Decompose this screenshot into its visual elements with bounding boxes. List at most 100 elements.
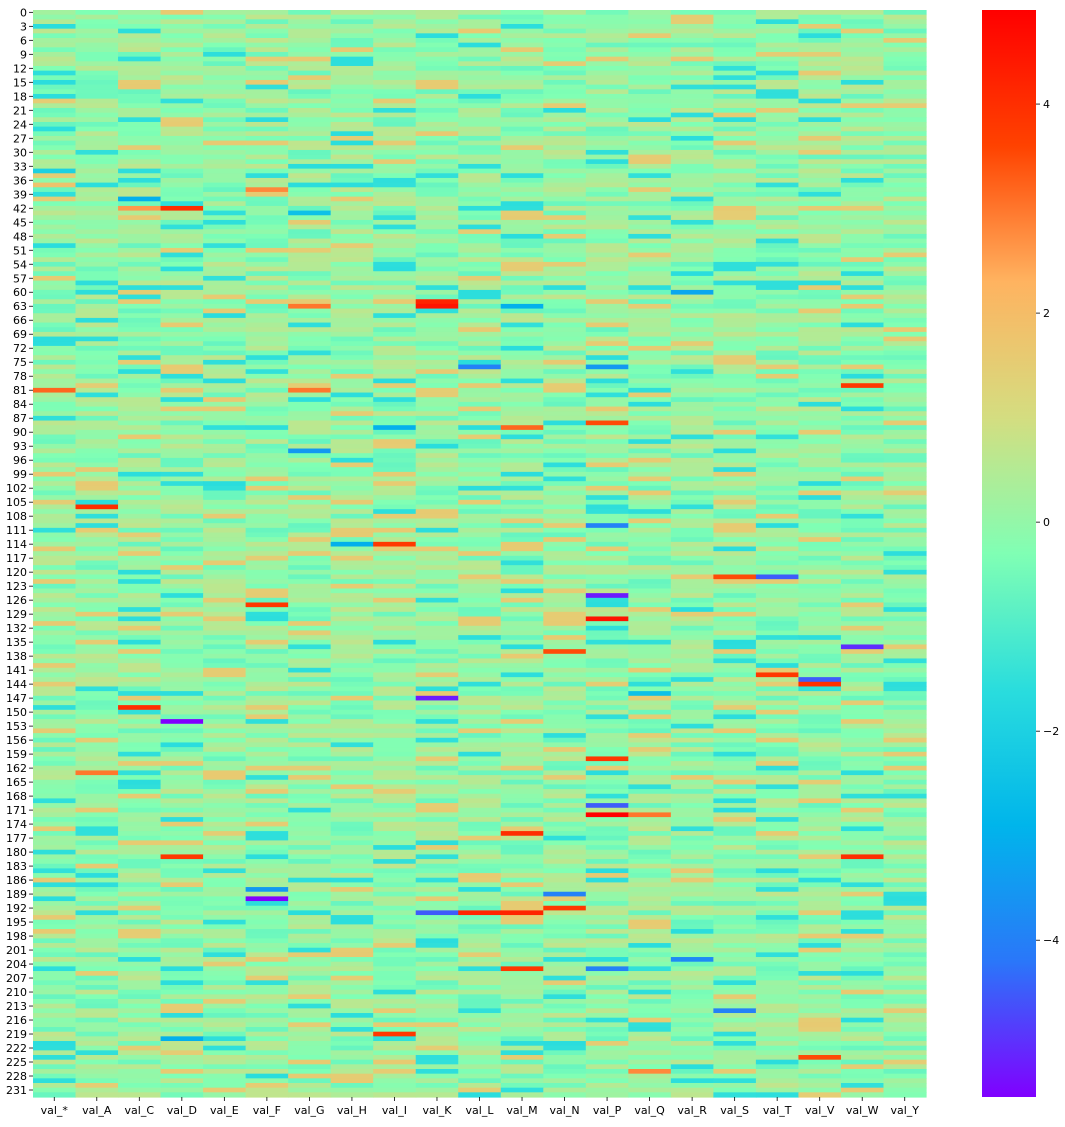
heatmap-cell [161,89,204,94]
heatmap-cell [76,1078,119,1083]
heatmap-cell [373,593,416,598]
heatmap-cell [586,868,629,873]
heatmap-cell [331,859,374,864]
heatmap-cell [713,784,756,789]
heatmap-cell [373,826,416,831]
heatmap-cell [458,836,501,841]
heatmap-cell [373,971,416,976]
heatmap-cell [458,444,501,449]
heatmap-cell [628,542,671,547]
heatmap-cell [246,103,289,108]
heatmap-cell [118,103,161,108]
heatmap-cell [288,808,331,813]
heatmap-cell [288,794,331,799]
heatmap-cell [628,127,671,132]
heatmap-cell [501,159,544,164]
heatmap-cell [756,920,799,925]
heatmap-cell [841,990,884,995]
heatmap-cell [543,211,586,216]
heatmap-cell [458,393,501,398]
heatmap-cell [756,150,799,155]
heatmap-cell [246,1041,289,1046]
heatmap-cell [458,873,501,878]
heatmap-cell [76,845,119,850]
heatmap-cell [841,686,884,691]
heatmap-cell [161,136,204,141]
heatmap-cell [756,584,799,589]
heatmap-cell [33,1046,76,1051]
heatmap-cell [203,976,246,981]
heatmap-cell [798,85,841,90]
heatmap-cell [161,719,204,724]
heatmap-cell [501,705,544,710]
heatmap-cell [373,141,416,146]
heatmap-cell [756,593,799,598]
heatmap-cell [798,948,841,953]
heatmap-cell [373,579,416,584]
heatmap-cell [586,505,629,510]
heatmap-cell [458,934,501,939]
heatmap-cell [501,103,544,108]
heatmap-cell [841,383,884,388]
heatmap-cell [416,1064,459,1069]
heatmap-cell [841,859,884,864]
heatmap-cell [628,551,671,556]
heatmap-cell [586,523,629,528]
heatmap-cell [671,402,714,407]
heatmap-cell [203,486,246,491]
heatmap-cell [416,686,459,691]
heatmap-cell [203,402,246,407]
heatmap-cell [203,668,246,673]
heatmap-cell [798,1027,841,1032]
heatmap-cell [671,94,714,99]
heatmap-cell [671,1064,714,1069]
heatmap-cell [458,262,501,267]
heatmap-cell [76,444,119,449]
heatmap-cell [246,756,289,761]
heatmap-cell [33,66,76,71]
heatmap-cell [586,542,629,547]
heatmap-cell [501,169,544,174]
heatmap-cell [458,421,501,426]
heatmap-cell [798,561,841,566]
heatmap-cell [501,1088,544,1093]
heatmap-cell [203,556,246,561]
heatmap-cell [246,365,289,370]
heatmap-cell [33,780,76,785]
heatmap-cell [628,318,671,323]
heatmap-cell [246,938,289,943]
heatmap-cell [76,602,119,607]
heatmap-cell [586,770,629,775]
heatmap-cell [161,1055,204,1060]
heatmap-cell [246,85,289,90]
heatmap-cell [501,710,544,715]
heatmap-cell [671,1088,714,1093]
heatmap-cell [416,971,459,976]
heatmap-cell [883,934,926,939]
heatmap-cell [246,178,289,183]
heatmap-cell [458,500,501,505]
heatmap-cell [76,197,119,202]
y-tick-label: 90 [13,426,27,439]
heatmap-cell [841,360,884,365]
heatmap-cell [246,141,289,146]
heatmap-cell [76,682,119,687]
heatmap-cell [331,505,374,510]
y-tick-label: 102 [6,482,27,495]
heatmap-cell [458,248,501,253]
heatmap-cell [586,52,629,57]
heatmap-cell [628,29,671,34]
heatmap-cell [246,416,289,421]
heatmap-cell [288,323,331,328]
heatmap-cell [756,346,799,351]
heatmap-cell [713,1069,756,1074]
heatmap-cell [841,696,884,701]
heatmap-cell [161,183,204,188]
heatmap-cell [501,369,544,374]
heatmap-cell [458,407,501,412]
heatmap-cell [203,859,246,864]
heatmap-cell [586,262,629,267]
heatmap-cell [841,71,884,76]
heatmap-cell [203,775,246,780]
heatmap-cell [883,859,926,864]
